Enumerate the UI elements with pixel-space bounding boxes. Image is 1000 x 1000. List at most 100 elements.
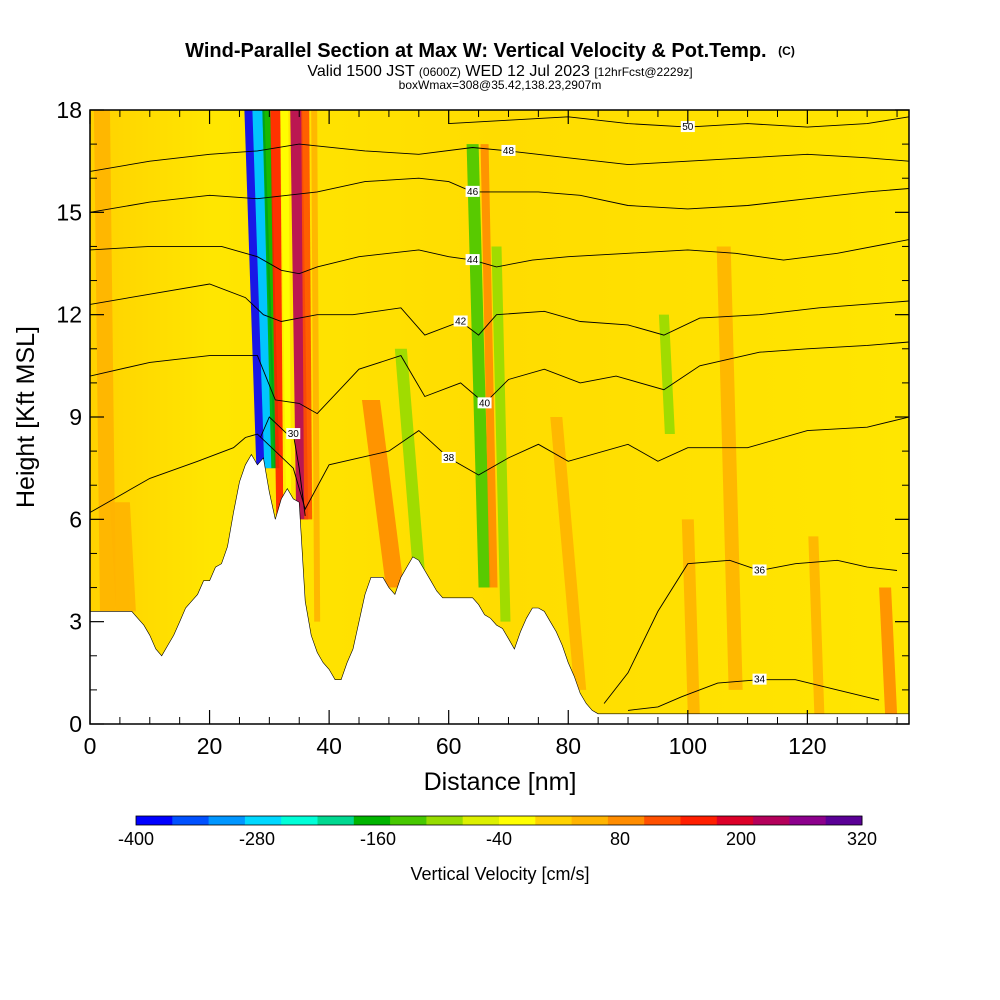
colorbar-frame — [135, 815, 863, 826]
y-tick-label: 0 — [69, 711, 82, 737]
contour-labels: 30 34 36 38 40 42 44 46 48 50 — [286, 121, 767, 686]
contour-label: 42 — [455, 316, 467, 327]
x-tick-label: 20 — [197, 733, 223, 759]
colorbar-swatch — [825, 816, 863, 825]
colorbar-swatch — [753, 816, 790, 825]
y-tick-label: 18 — [56, 97, 82, 123]
colorbar-swatch — [571, 816, 609, 825]
contour-label: 48 — [503, 146, 515, 157]
velocity-band — [681, 519, 700, 714]
y-tick-label: 12 — [56, 302, 82, 328]
contour-label-bg — [441, 451, 456, 463]
colorbar-swatch — [499, 816, 536, 825]
contour-36 — [603, 559, 898, 704]
contour-label-bg — [453, 315, 468, 327]
colorbar-tick-label: -40 — [486, 829, 512, 849]
x-tick-label: 0 — [84, 733, 97, 759]
colorbar-swatch — [716, 816, 754, 825]
colorbar-swatch — [353, 816, 391, 825]
contour-42 — [90, 283, 909, 336]
contour-label: 44 — [467, 255, 479, 266]
colorbar-swatch — [172, 816, 210, 825]
contour-label-bg — [752, 673, 767, 685]
velocity-band — [879, 587, 898, 714]
colorbar-swatch — [317, 816, 355, 825]
x-tick-label: 40 — [316, 733, 342, 759]
contour-label: 50 — [682, 122, 694, 133]
colorbar-tick-label: 320 — [847, 829, 877, 849]
velocity-band — [480, 144, 498, 588]
chart-subtitle-2: boxWmax=308@35.42,138.23,2907m — [399, 78, 602, 92]
contour-label-bg — [752, 564, 767, 576]
y-tick-label: 9 — [69, 404, 82, 430]
colorbar: -400 -280 -160 -40 80 200 320 — [118, 815, 877, 849]
y-tick-label: 6 — [69, 506, 82, 532]
velocity-band — [808, 536, 825, 714]
y-tick-label: 3 — [69, 609, 82, 635]
y-axis-label: Height [Kft MSL] — [12, 326, 40, 508]
colorbar-swatch — [680, 816, 718, 825]
velocity-band — [658, 314, 675, 435]
contour-label: 38 — [443, 453, 455, 464]
potential-temperature-contours — [90, 116, 909, 711]
x-tick-label: 80 — [555, 733, 581, 759]
velocity-band — [301, 110, 313, 520]
velocity-band — [280, 110, 292, 520]
colorbar-tick-label: 80 — [610, 829, 630, 849]
colorbar-label: Vertical Velocity [cm/s] — [410, 864, 589, 884]
contour-38 — [90, 416, 909, 513]
colorbar-swatch — [789, 816, 827, 825]
velocity-band — [361, 399, 404, 588]
colorbar-swatch — [208, 816, 246, 825]
x-tick-label: 100 — [669, 733, 707, 759]
colorbar-swatch — [535, 816, 573, 825]
contour-label: 34 — [754, 675, 766, 686]
contour-40 — [90, 341, 909, 415]
velocity-band — [550, 417, 587, 690]
colorbar-swatch — [644, 816, 681, 825]
x-tick-label: 120 — [788, 733, 826, 759]
velocity-band — [491, 246, 511, 622]
contour-34 — [627, 679, 880, 711]
plot-area: 30 34 36 38 40 42 44 46 48 50 — [90, 110, 909, 724]
velocity-band — [109, 502, 136, 612]
colorbar-tick-label: -280 — [239, 829, 275, 849]
colorbar-swatch — [462, 816, 500, 825]
y-tick-label: 15 — [56, 199, 82, 225]
x-tick-label: 60 — [436, 733, 462, 759]
colorbar-swatch — [281, 816, 318, 825]
chart-subtitle: Valid 1500 JST (0600Z) WED 12 Jul 2023 [… — [307, 63, 692, 80]
contour-label-bg — [465, 254, 480, 266]
colorbar-swatch — [136, 816, 173, 825]
contour-label-bg — [286, 428, 301, 440]
velocity-band — [394, 348, 425, 571]
contour-label: 40 — [479, 398, 491, 409]
colorbar-tick-label: -400 — [118, 829, 154, 849]
contour-label-bg — [680, 121, 695, 133]
contour-label: 30 — [288, 429, 300, 440]
contour-label-bg — [477, 397, 492, 409]
contour-label: 36 — [754, 566, 766, 577]
colorbar-tick-label: 200 — [726, 829, 756, 849]
chart-title: Wind-Parallel Section at Max W: Vertical… — [185, 40, 795, 62]
velocity-band — [93, 110, 116, 612]
colorbar-swatch — [607, 816, 645, 825]
x-axis-label: Distance [nm] — [424, 768, 577, 796]
contour-48 — [90, 143, 909, 172]
velocity-band — [252, 110, 275, 469]
colorbar-swatch — [426, 816, 464, 825]
chart-title-mark: (C) — [778, 44, 795, 58]
velocity-band — [716, 246, 743, 690]
colorbar-tick-label: -160 — [360, 829, 396, 849]
terrain-mask — [90, 453, 909, 724]
colorbar-swatch — [244, 816, 282, 825]
contour-44 — [90, 239, 909, 275]
colorbar-swatch — [390, 816, 427, 825]
contour-label-bg — [465, 185, 480, 197]
contour-label-bg — [501, 144, 516, 156]
contour-label: 46 — [467, 187, 479, 198]
velocity-band — [270, 110, 287, 520]
